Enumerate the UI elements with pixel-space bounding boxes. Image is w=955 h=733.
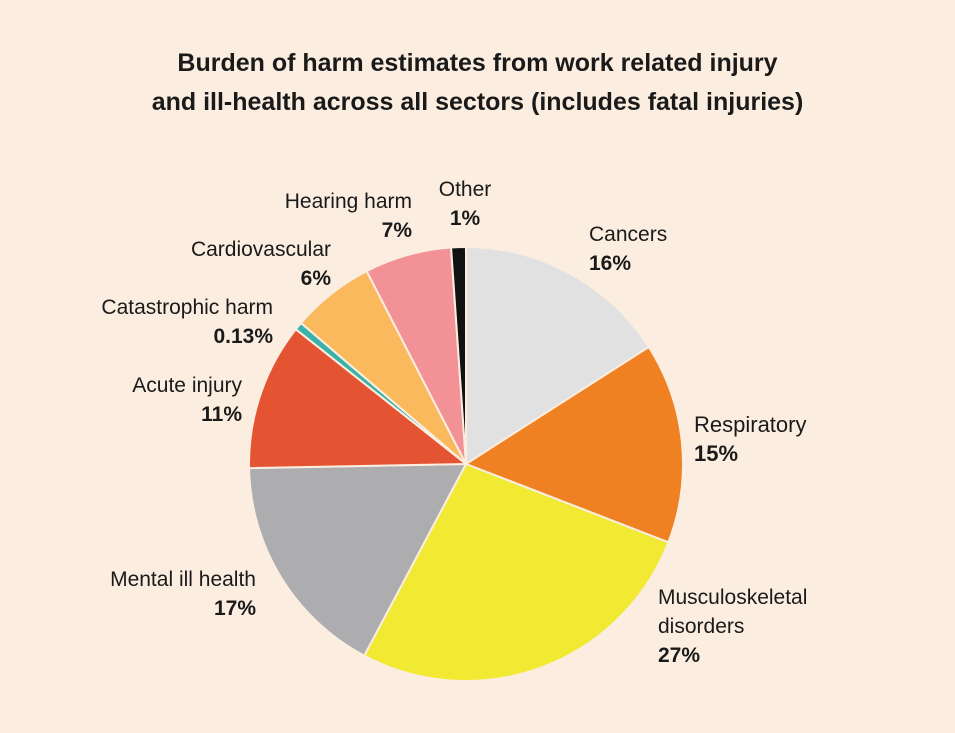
label-acute-injury: Acute injury 11%: [132, 371, 242, 429]
label-mental-ill-health: Mental ill health 17%: [110, 565, 256, 623]
label-other-name: Other: [438, 178, 492, 201]
label-acute-injury-pct: 11%: [201, 403, 242, 426]
label-musculoskeletal-name-2: disorders: [658, 615, 745, 638]
label-respiratory-pct: 15%: [694, 441, 739, 466]
label-acute-injury-name: Acute injury: [132, 374, 242, 397]
label-hearing-harm: Hearing harm 7%: [285, 187, 412, 245]
label-other: Other 1%: [430, 175, 500, 233]
label-catastrophic-harm: Catastrophic harm 0.13%: [101, 293, 273, 351]
label-cancers-name: Cancers: [589, 223, 668, 246]
label-musculoskeletal-name-1: Musculoskeletal: [658, 586, 808, 609]
label-cancers: Cancers 16%: [589, 220, 667, 278]
label-mental-ill-health-pct: 17%: [213, 597, 256, 620]
label-other-pct: 1%: [449, 207, 481, 230]
label-musculoskeletal-pct: 27%: [658, 644, 701, 667]
label-musculoskeletal: Musculoskeletal disorders 27%: [658, 583, 807, 670]
label-respiratory: Respiratory 15%: [694, 410, 806, 468]
chart-title: Burden of harm estimates from work relat…: [0, 44, 955, 122]
chart-title-line-2: and ill-health across all sectors (inclu…: [151, 88, 804, 116]
pie-slice-other: [450, 245, 467, 465]
label-catastrophic-harm-pct: 0.13%: [213, 325, 273, 348]
pie-slice-cancers: [465, 245, 651, 466]
label-cancers-pct: 16%: [589, 252, 632, 275]
label-hearing-harm-pct: 7%: [381, 219, 412, 242]
pie-slice-acute-injury: [248, 327, 469, 470]
label-respiratory-name: Respiratory: [694, 412, 807, 437]
pie-slice-musculoskeletal-disorders: [362, 462, 670, 682]
pie-slice-respiratory: [463, 345, 684, 544]
label-mental-ill-health-name: Mental ill health: [110, 568, 256, 591]
pie-slice-mental-ill-health: [248, 462, 468, 658]
label-cardiovascular-pct: 6%: [300, 267, 331, 290]
label-catastrophic-harm-name: Catastrophic harm: [101, 296, 273, 319]
label-cardiovascular-name: Cardiovascular: [190, 238, 331, 261]
chart-title-line-1: Burden of harm estimates from work relat…: [177, 49, 778, 77]
label-cardiovascular: Cardiovascular 6%: [191, 235, 331, 293]
label-hearing-harm-name: Hearing harm: [284, 190, 412, 213]
